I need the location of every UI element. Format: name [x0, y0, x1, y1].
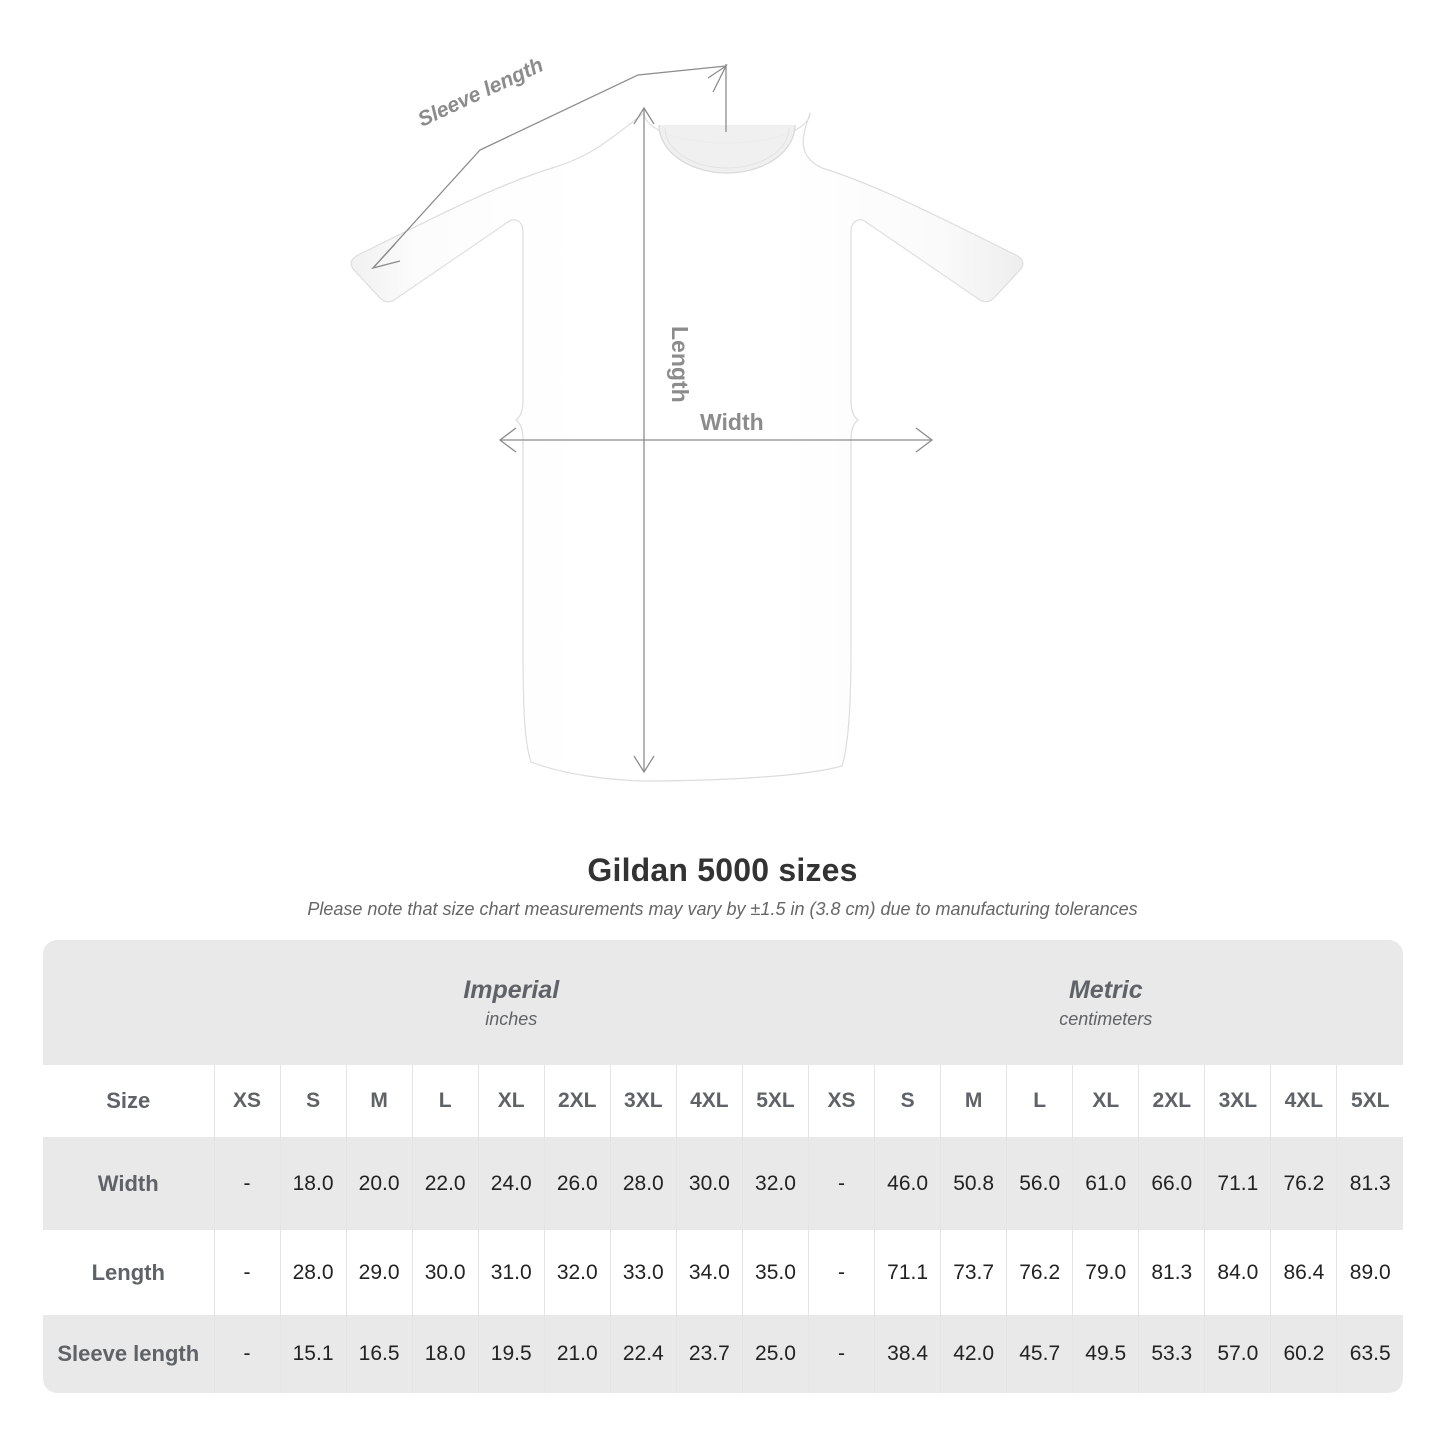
- svg-text:Length: Length: [667, 326, 693, 403]
- svg-text:Sleeve length: Sleeve length: [414, 53, 546, 131]
- svg-text:Width: Width: [700, 409, 764, 435]
